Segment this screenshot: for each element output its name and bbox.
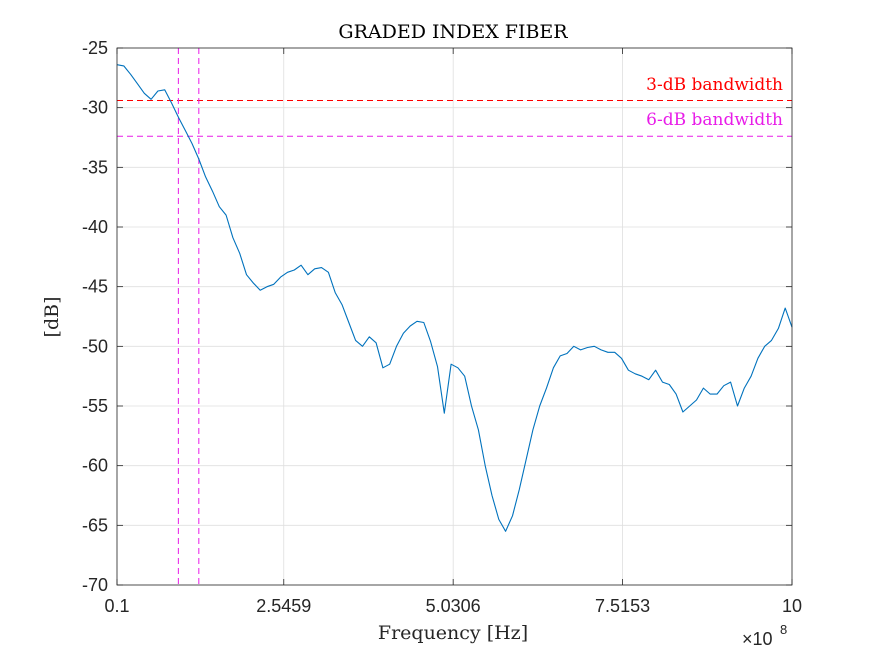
x-axis-label: Frequency [Hz] [378,622,528,644]
x-tick-label: 7.5153 [595,596,650,616]
y-tick-label: -35 [82,157,108,177]
ticks: 0.1 2.5459 5.0306 7.5153 10 -70 -65 -60 -55 -50 -4… [82,38,802,616]
x-tick-label: 0.1 [104,596,129,616]
x-exponent-base: ×10 [742,629,773,649]
x-tick-label: 2.5459 [256,596,311,616]
y-tick-label: -45 [82,277,108,297]
x-tick-label: 10 [782,596,802,616]
reference-lines [117,48,792,585]
y-tick-label: -30 [82,98,108,118]
plot-area: 0.1 2.5459 5.0306 7.5153 10 -70 -65 -60 -55 -50 -4… [82,38,802,616]
y-tick-label: -50 [82,336,108,356]
x-exponent: ×10 8 [742,622,787,649]
series-layer [116,64,793,532]
y-axis-label: [dB] [41,297,63,338]
y-tick-label: -60 [82,456,108,476]
y-tick-label: -25 [82,38,108,58]
axes-box [116,47,793,586]
y-tick-label: -70 [82,575,108,595]
label-3db-bandwidth: 3-dB bandwidth [646,75,783,95]
x-tick-label: 5.0306 [426,596,481,616]
chart-title: GRADED INDEX FIBER [338,21,568,43]
y-tick-label: -55 [82,396,108,416]
series-line [116,64,793,532]
label-6db-bandwidth: 6-dB bandwidth [646,110,783,130]
y-tick-label: -40 [82,217,108,237]
x-exponent-power: 8 [780,622,787,637]
y-tick-label: -65 [82,515,108,535]
